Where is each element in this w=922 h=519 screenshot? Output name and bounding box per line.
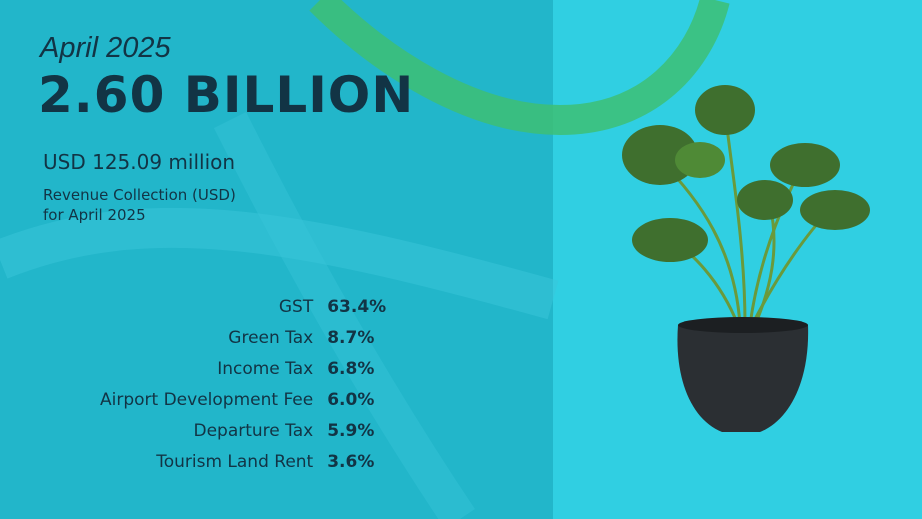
row: Departure Tax 5.9% [100,420,386,451]
row: Green Tax 8.7% [100,327,386,358]
label: Airport Development Fee [100,390,314,410]
label: Tourism Land Rent [156,452,314,472]
period: April 2025 [40,32,171,64]
value: 3.6% [327,452,375,472]
row: GST 63.4% [100,296,386,327]
plant [622,85,870,432]
value: 6.0% [327,390,375,410]
amount: USD 125.09 million [43,150,236,174]
row: Income Tax 6.8% [100,358,386,389]
row: Airport Development Fee 6.0% [100,389,386,420]
value: 5.9% [327,421,375,441]
caption-line: Revenue Collection (USD) [43,186,236,204]
value: 63.4% [327,297,387,317]
caption-line: for April 2025 [43,206,146,224]
headline: 2.60 BILLION [38,66,415,124]
value: 6.8% [327,359,375,379]
label: Income Tax [217,359,314,379]
label: Departure Tax [193,421,314,441]
row: Tourism Land Rent 3.6% [100,451,386,482]
breakdown: GST 63.4% Green Tax 8.7% Income Tax 6.8% Ai… [100,296,386,482]
value: 8.7% [327,328,375,348]
caption: Revenue Collection (USD) for April 2025 [43,185,236,225]
label: Green Tax [228,328,314,348]
label: GST [278,297,314,317]
